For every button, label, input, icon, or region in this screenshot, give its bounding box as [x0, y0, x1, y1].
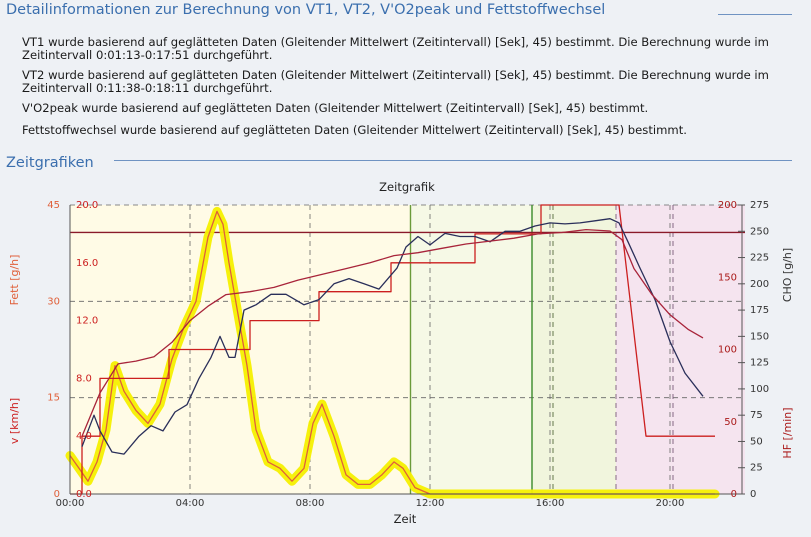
v-tick-label: 0.0 [76, 489, 92, 500]
x-axis-label: Zeit [394, 512, 417, 526]
cho-tick-label: 100 [750, 384, 769, 395]
shaded-zone [410, 205, 532, 494]
hf-tick-label: 0 [731, 489, 737, 500]
cho-tick-label: 25 [750, 463, 763, 474]
x-tick-label: 08:00 [296, 498, 325, 509]
details-paragraph-vo2peak: V'O2peak wurde basierend auf geglätteten… [22, 101, 649, 115]
cho-tick-label: 50 [750, 436, 763, 447]
section-divider [114, 160, 792, 161]
cho-tick-label: 0 [750, 489, 756, 500]
section-title-zeitgrafiken: Zeitgrafiken [6, 155, 94, 171]
x-tick-label: 04:00 [176, 498, 205, 509]
v-tick-label: 8.0 [76, 373, 92, 384]
cho-tick-label: 200 [750, 279, 769, 290]
x-tick-label: 12:00 [416, 498, 445, 509]
v-tick-label: 16.0 [76, 258, 98, 269]
details-paragraph-vt2: VT2 wurde basierend auf geglätteten Date… [22, 68, 769, 95]
v-axis-label: v [km/h] [8, 398, 21, 444]
hf-tick-label: 100 [718, 345, 737, 356]
hf-tick-label: 200 [718, 200, 737, 211]
cho-tick-label: 125 [750, 358, 769, 369]
section-title-details: Detailinformationen zur Berechnung von V… [6, 2, 606, 18]
cho-tick-label: 275 [750, 200, 769, 211]
hf-tick-label: 150 [718, 272, 737, 283]
shaded-zone [616, 205, 745, 494]
series-line-v [70, 204, 715, 495]
cho-tick-label: 75 [750, 410, 763, 421]
series-line-cho [81, 218, 704, 455]
cho-tick-label: 250 [750, 226, 769, 237]
details-paragraph-vt1: VT1 wurde basierend auf geglätteten Date… [22, 35, 769, 62]
fett-tick-label: 45 [47, 200, 60, 211]
shaded-zone [532, 205, 616, 494]
details-paragraph-fettstoffwechsel: Fettstoffwechsel wurde basierend auf geg… [22, 123, 687, 137]
cho-tick-label: 150 [750, 331, 769, 342]
x-tick-label: 20:00 [656, 498, 685, 509]
v-tick-label: 12.0 [76, 316, 98, 327]
fett-tick-label: 30 [47, 296, 60, 307]
fett-tick-label: 15 [47, 393, 60, 404]
x-tick-label: 16:00 [536, 498, 565, 509]
cho-tick-label: 225 [750, 253, 769, 264]
hf-axis-label: HF [/min] [781, 407, 794, 458]
fett-axis-label: Fett [g/h] [8, 255, 21, 306]
fett-tick-label: 0 [54, 489, 60, 500]
series-line-fett [69, 210, 715, 495]
chart-title: Zeitgrafik [379, 180, 435, 194]
cho-axis-label: CHO [g/h] [781, 248, 794, 302]
v-tick-label: 20.0 [76, 200, 98, 211]
zeitgrafik-chart: 00:00 04:00 08:00 12:00 16:00 20:00453015020.… [8, 180, 794, 526]
x-tick-label: 00:00 [56, 498, 85, 509]
hf-tick-label: 50 [724, 417, 737, 428]
cho-tick-label: 175 [750, 305, 769, 316]
series-line-hf [81, 228, 704, 437]
section-divider [718, 14, 792, 15]
v-tick-label: 4.0 [76, 431, 92, 442]
